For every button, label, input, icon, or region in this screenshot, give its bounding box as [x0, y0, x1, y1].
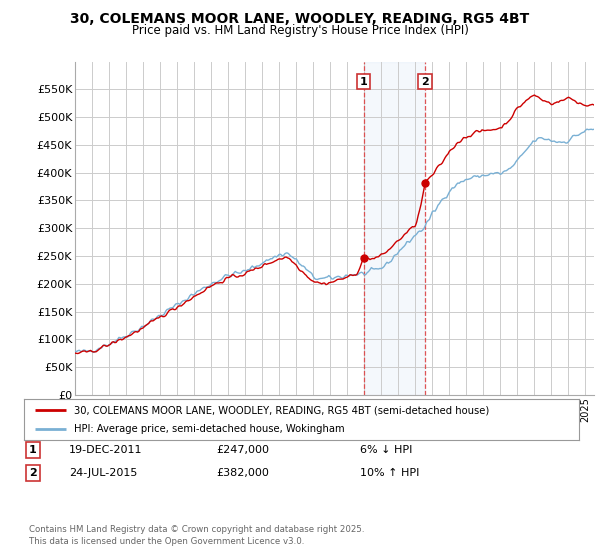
Text: Contains HM Land Registry data © Crown copyright and database right 2025.
This d: Contains HM Land Registry data © Crown c…	[29, 525, 364, 546]
Text: £247,000: £247,000	[216, 445, 269, 455]
Text: 2: 2	[29, 468, 37, 478]
Text: HPI: Average price, semi-detached house, Wokingham: HPI: Average price, semi-detached house,…	[74, 424, 344, 433]
Text: 19-DEC-2011: 19-DEC-2011	[69, 445, 143, 455]
Text: 2: 2	[421, 77, 429, 87]
Text: 1: 1	[29, 445, 37, 455]
Text: Price paid vs. HM Land Registry's House Price Index (HPI): Price paid vs. HM Land Registry's House …	[131, 24, 469, 36]
Bar	[364, 62, 425, 395]
Text: 30, COLEMANS MOOR LANE, WOODLEY, READING, RG5 4BT: 30, COLEMANS MOOR LANE, WOODLEY, READING…	[70, 12, 530, 26]
Text: 1: 1	[360, 77, 367, 87]
Text: 6% ↓ HPI: 6% ↓ HPI	[360, 445, 412, 455]
Text: £382,000: £382,000	[216, 468, 269, 478]
Text: 30, COLEMANS MOOR LANE, WOODLEY, READING, RG5 4BT (semi-detached house): 30, COLEMANS MOOR LANE, WOODLEY, READING…	[74, 405, 489, 415]
Text: 24-JUL-2015: 24-JUL-2015	[69, 468, 137, 478]
Text: 10% ↑ HPI: 10% ↑ HPI	[360, 468, 419, 478]
